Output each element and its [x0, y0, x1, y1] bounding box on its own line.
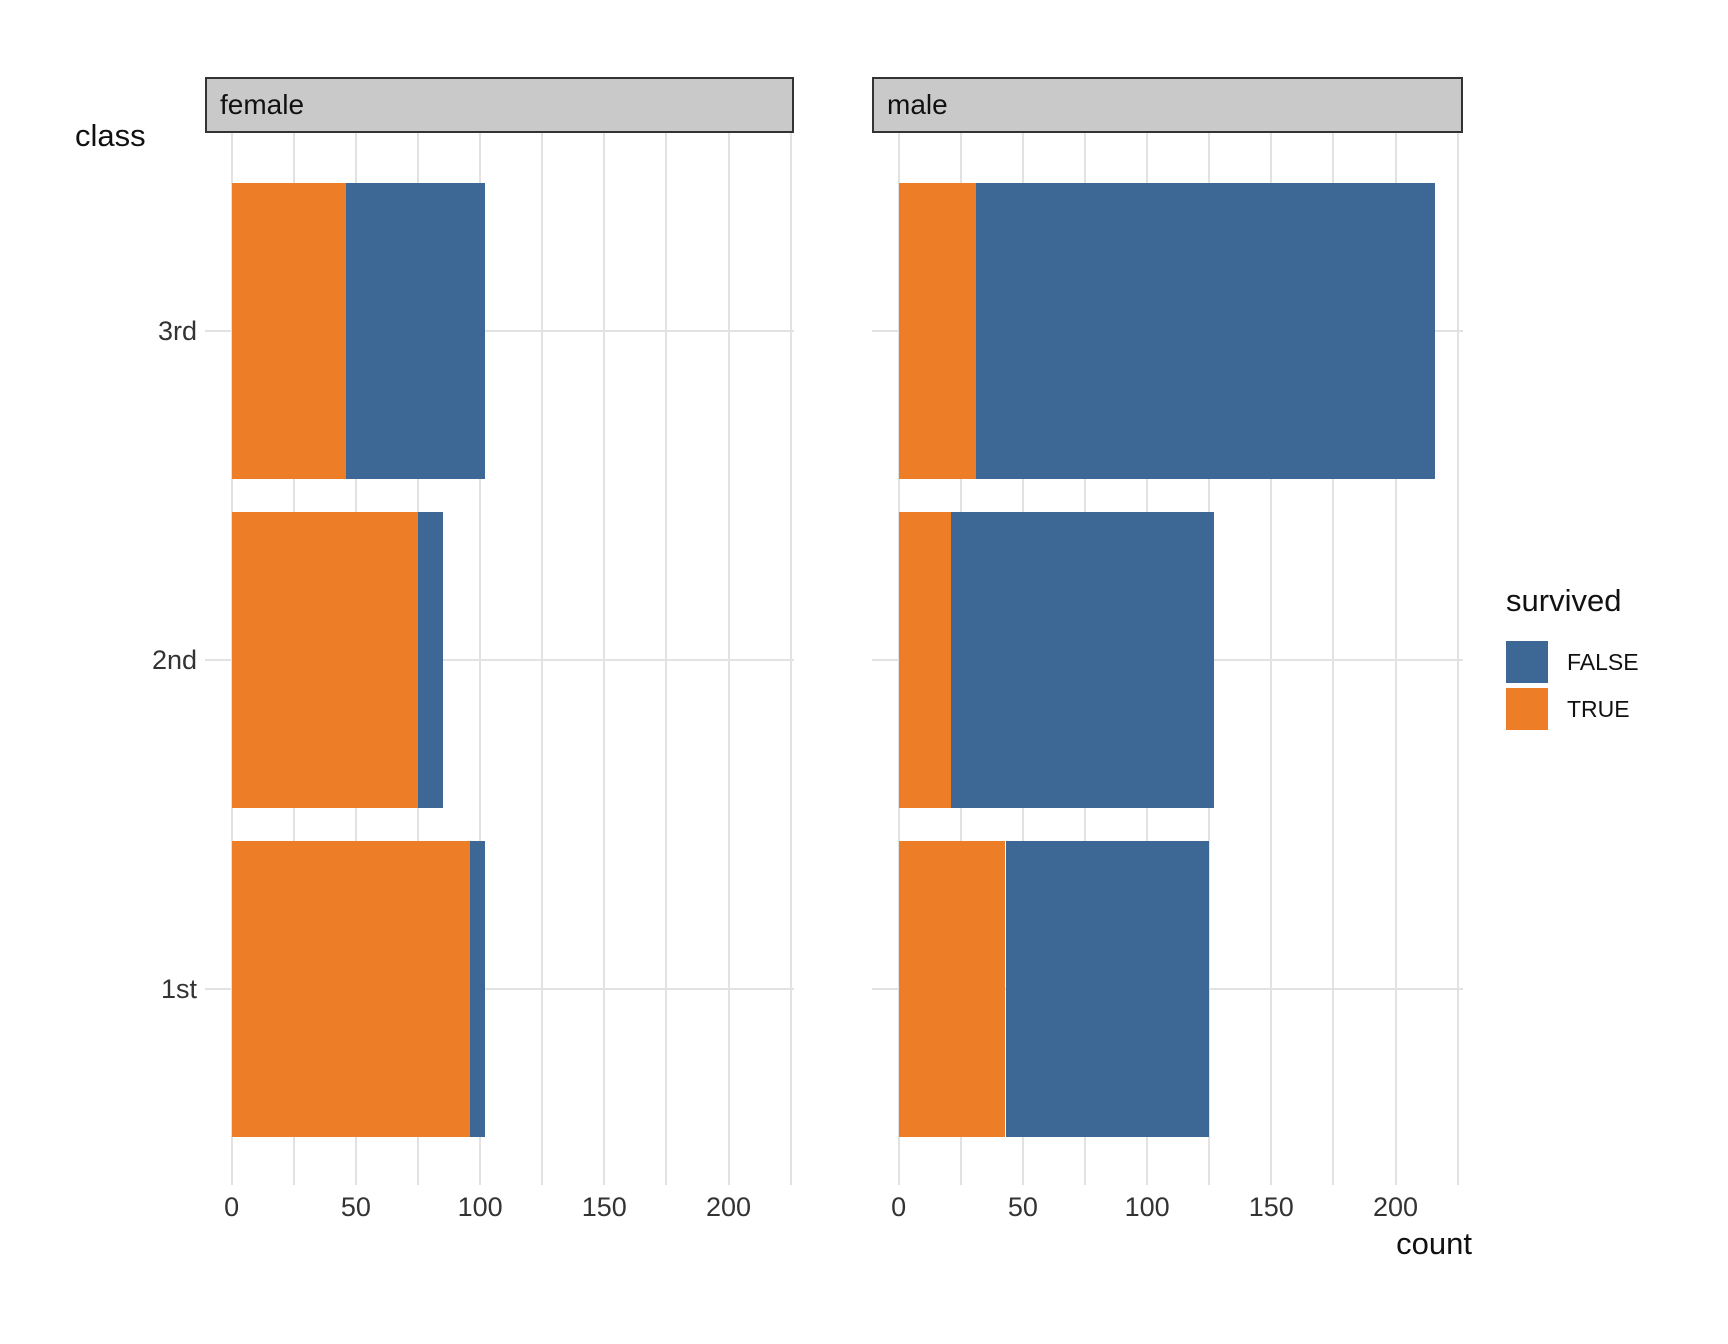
- gridline-horizontal: [205, 330, 794, 332]
- facet-strip-label-female: female: [220, 89, 305, 120]
- x-tick-label: 50: [1007, 1192, 1038, 1222]
- y-tick-label-3rd: 3rd: [157, 316, 197, 346]
- gridline-horizontal: [205, 659, 794, 661]
- legend-label-false: FALSE: [1567, 648, 1639, 675]
- facet-strip-male: male: [872, 77, 1463, 133]
- legend-entry-true: TRUE: [1506, 688, 1639, 730]
- x-axis-title: count: [1396, 1226, 1472, 1261]
- x-tick-label: 150: [1248, 1192, 1294, 1222]
- bar-female-3rd-false: [345, 183, 486, 479]
- x-tick-label: 200: [705, 1192, 752, 1222]
- x-tick-label: 100: [457, 1192, 503, 1222]
- x-tick-label: 200: [1372, 1192, 1419, 1222]
- bar-female-2nd-true: [231, 512, 418, 808]
- legend-label-true: TRUE: [1567, 695, 1630, 722]
- bar-male-3rd-true: [898, 183, 976, 479]
- x-tick-label: 150: [581, 1192, 627, 1222]
- y-tick-label-2nd: 2nd: [151, 645, 197, 675]
- legend-swatch-true-icon: [1506, 688, 1548, 730]
- bar-female-1st-false: [470, 841, 486, 1137]
- x-tick-label: 100: [1124, 1192, 1170, 1222]
- bar-female-1st-true: [231, 841, 471, 1137]
- bar-male-3rd-false: [975, 183, 1436, 479]
- bar-male-2nd-false: [950, 512, 1215, 808]
- x-tick-label: 0: [224, 1192, 240, 1222]
- bar-male-2nd-true: [898, 512, 951, 808]
- legend-title: survived: [1506, 583, 1622, 618]
- x-tick-label: 0: [891, 1192, 907, 1222]
- bar-female-2nd-false: [418, 512, 443, 808]
- facet-strip-label-male: male: [887, 89, 948, 120]
- bar-female-3rd-true: [231, 183, 346, 479]
- facet-strip-female: female: [205, 77, 794, 133]
- y-tick-label-1st: 1st: [160, 974, 197, 1004]
- y-axis-title: class: [75, 118, 146, 153]
- bar-male-1st-false: [1005, 841, 1210, 1137]
- legend-swatch-false-icon: [1506, 641, 1548, 683]
- legend: survived FALSE TRUE: [1506, 583, 1639, 735]
- bar-male-1st-true: [898, 841, 1006, 1137]
- gridline-horizontal: [205, 988, 794, 990]
- legend-entry-false: FALSE: [1506, 641, 1639, 683]
- x-tick-label: 50: [340, 1192, 371, 1222]
